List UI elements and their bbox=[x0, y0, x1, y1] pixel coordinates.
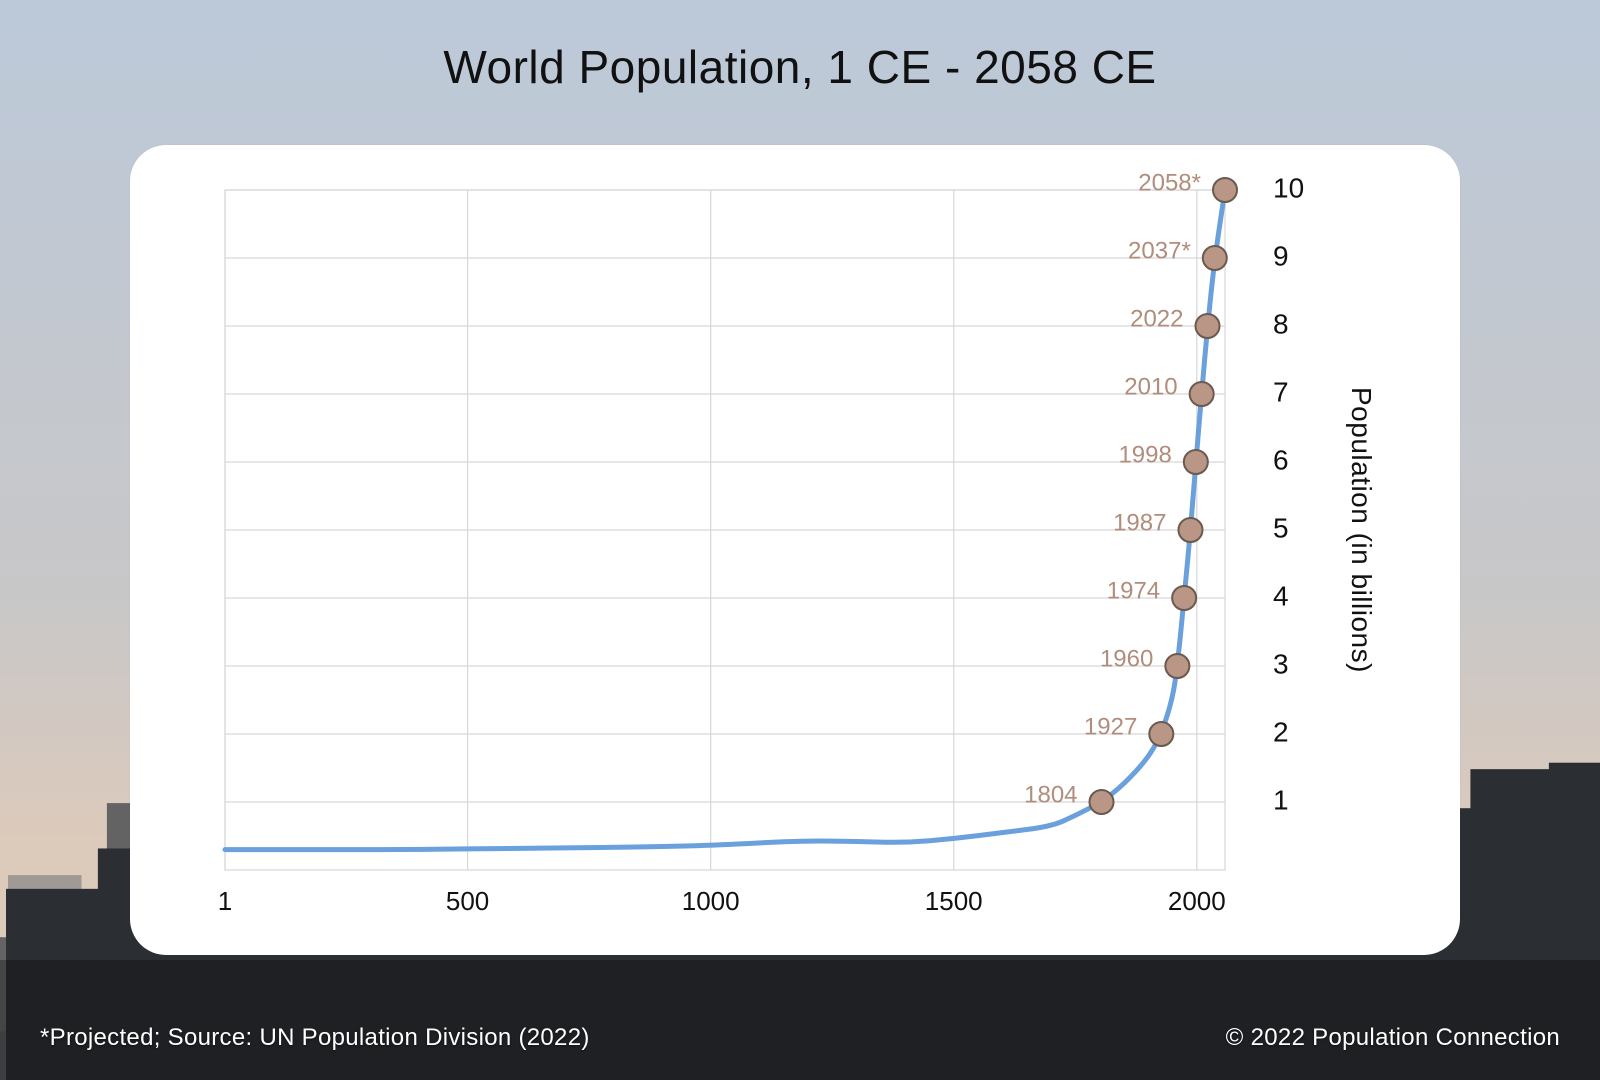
milestone-marker bbox=[1184, 450, 1208, 474]
y-tick-label: 3 bbox=[1273, 648, 1289, 679]
y-tick-label: 4 bbox=[1273, 580, 1289, 611]
milestone-label: 1998 bbox=[1118, 441, 1171, 468]
stage: World Population, 1 CE - 2058 CE 1804192… bbox=[0, 0, 1600, 1080]
milestone-label: 1974 bbox=[1107, 577, 1160, 604]
y-tick-label: 6 bbox=[1273, 444, 1289, 475]
milestone-label: 2022 bbox=[1130, 305, 1183, 332]
y-tick-label: 1 bbox=[1273, 784, 1289, 815]
milestone-marker bbox=[1165, 654, 1189, 678]
footnote: *Projected; Source: UN Population Divisi… bbox=[40, 1024, 590, 1052]
y-tick-label: 9 bbox=[1273, 240, 1289, 271]
y-tick-label: 2 bbox=[1273, 716, 1289, 747]
milestone-label: 2037* bbox=[1128, 237, 1191, 264]
milestone-marker bbox=[1203, 246, 1227, 270]
milestone-label: 2058* bbox=[1138, 169, 1201, 196]
milestone-marker bbox=[1149, 722, 1173, 746]
y-tick-label: 8 bbox=[1273, 308, 1289, 339]
milestone-label: 2010 bbox=[1124, 373, 1177, 400]
milestone-marker bbox=[1090, 790, 1114, 814]
y-axis-title: Population (in billions) bbox=[1345, 360, 1377, 700]
x-tick-label: 1 bbox=[218, 886, 232, 916]
x-tick-label: 2000 bbox=[1168, 886, 1226, 916]
y-tick-label: 10 bbox=[1273, 172, 1304, 203]
milestone-marker bbox=[1195, 314, 1219, 338]
milestone-label: 1987 bbox=[1113, 509, 1166, 536]
x-tick-label: 1000 bbox=[682, 886, 740, 916]
milestone-marker bbox=[1213, 178, 1237, 202]
y-tick-label: 5 bbox=[1273, 512, 1289, 543]
x-tick-label: 1500 bbox=[925, 886, 983, 916]
milestone-label: 1927 bbox=[1084, 713, 1137, 740]
milestone-label: 1960 bbox=[1100, 645, 1153, 672]
milestone-marker bbox=[1172, 586, 1196, 610]
milestone-marker bbox=[1178, 518, 1202, 542]
y-tick-label: 7 bbox=[1273, 376, 1289, 407]
x-tick-label: 500 bbox=[446, 886, 489, 916]
population-line bbox=[225, 190, 1225, 850]
milestone-label: 1804 bbox=[1024, 781, 1077, 808]
milestone-marker bbox=[1190, 382, 1214, 406]
copyright: © 2022 Population Connection bbox=[1226, 1024, 1560, 1052]
